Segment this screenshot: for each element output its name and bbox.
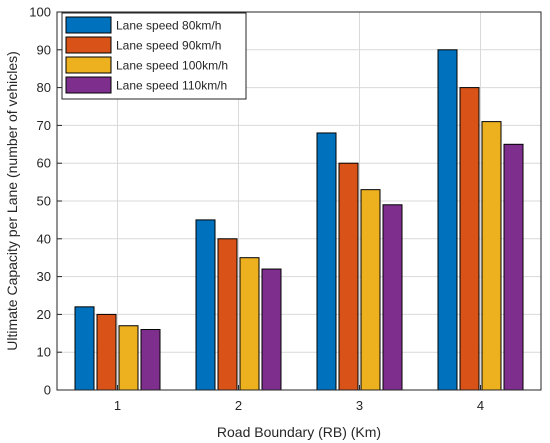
bar	[74, 306, 95, 391]
bar	[140, 329, 161, 391]
y-tick-label: 90	[37, 42, 51, 57]
bar	[316, 132, 337, 391]
bar	[239, 257, 260, 391]
y-tick-label: 50	[37, 194, 51, 209]
y-tick-label: 40	[37, 231, 51, 246]
bar	[481, 121, 502, 391]
bar	[96, 313, 117, 391]
bar	[459, 87, 480, 391]
x-tick-label: 1	[114, 398, 121, 413]
legend: Lane speed 80km/h Lane speed 90km/h Lane s…	[61, 12, 247, 100]
x-tick-label: 4	[477, 398, 484, 413]
y-tick-label: 0	[44, 383, 51, 398]
bars	[74, 49, 524, 391]
legend-swatch	[65, 16, 112, 34]
bar	[261, 268, 282, 391]
bar	[360, 189, 381, 391]
bar	[503, 143, 524, 391]
y-tick-label: 100	[29, 5, 51, 20]
y-tick-label: 80	[37, 80, 51, 95]
x-axis-title: Road Boundary (RB) (Km)	[217, 424, 381, 440]
legend-swatch	[65, 56, 112, 74]
bar	[195, 219, 216, 391]
legend-label: Lane speed 90km/h	[116, 39, 221, 53]
y-tick-label: 20	[37, 307, 51, 322]
y-tick-label: 70	[37, 118, 51, 133]
bar	[437, 49, 458, 391]
y-tick-label: 30	[37, 269, 51, 284]
legend-swatch	[65, 76, 112, 94]
bar	[118, 325, 139, 391]
legend-label: Lane speed 100km/h	[116, 59, 228, 73]
x-axis-ticks: 1 2 3 4	[114, 385, 484, 413]
x-tick-label: 3	[356, 398, 363, 413]
y-axis-ticks: 0 10 20 30 40 50 60 70 80 90 100	[29, 5, 62, 398]
legend-label: Lane speed 110km/h	[116, 79, 227, 93]
legend-label: Lane speed 80km/h	[116, 19, 221, 33]
bar	[338, 162, 359, 391]
bar	[382, 204, 403, 391]
x-tick-label: 2	[235, 398, 242, 413]
y-tick-label: 10	[37, 345, 51, 360]
y-tick-label: 60	[37, 156, 51, 171]
bar	[217, 238, 238, 391]
y-axis-title: Ultimate Capacity per Lane (number of ve…	[4, 51, 20, 351]
legend-swatch	[65, 36, 112, 54]
